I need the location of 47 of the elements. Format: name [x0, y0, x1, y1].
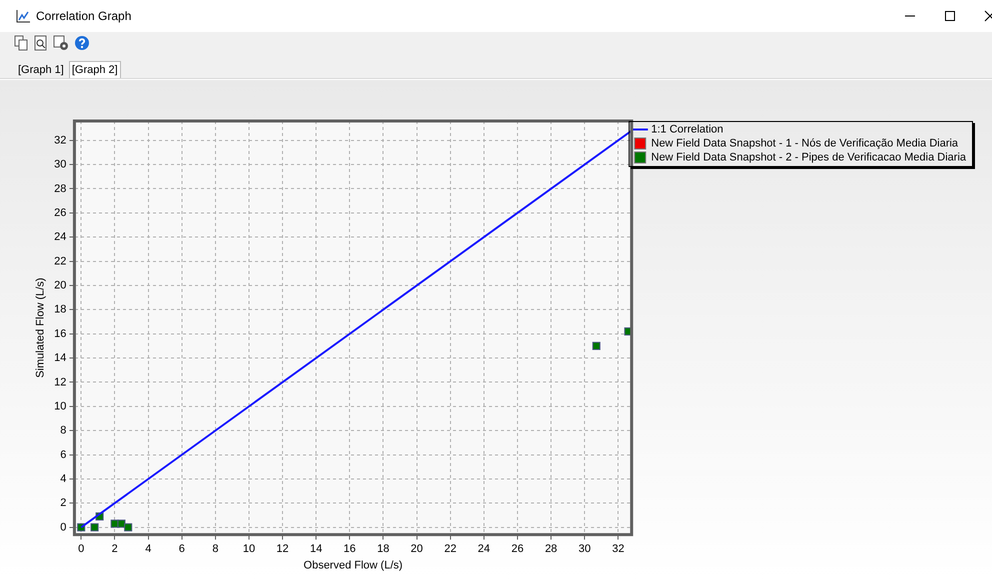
y-tick-label: 16 [54, 328, 66, 340]
x-tick-label: 24 [478, 543, 490, 556]
x-tick-label: 12 [276, 543, 289, 556]
x-tick-label: 28 [544, 543, 558, 556]
text: [Graph 1] [17, 63, 65, 78]
y-tick-label: 26 [54, 206, 66, 219]
x-tick-label: 10 [242, 543, 256, 556]
y-tick-label: 22 [54, 255, 66, 268]
legend-label: 1:1 Correlation [651, 124, 724, 136]
y-axis-title: Simulated Flow (L/s) [34, 278, 47, 378]
y-tick-label: 4 [60, 473, 66, 485]
x-tick-label: 22 [444, 543, 456, 556]
y-tick-label: 24 [54, 231, 66, 244]
point [90, 523, 99, 532]
y-tick-label: 30 [54, 158, 66, 171]
chart-title: Correlation Graph [36, 9, 132, 23]
x-tick-label: 2 [112, 543, 118, 556]
x-tick-label: 32 [612, 543, 624, 556]
x-tick-label: 8 [212, 543, 218, 556]
y-tick-label: 14 [54, 352, 66, 364]
x-axis-title: Observed Flow (L/s) [304, 559, 403, 572]
y-tick-label: 10 [54, 400, 66, 412]
point [110, 520, 119, 528]
y-tick-label: 2 [60, 497, 66, 510]
x-tick-label: 16 [344, 543, 356, 556]
x-tick-label: 26 [511, 543, 524, 556]
x-tick-label: 14 [310, 543, 322, 556]
text: [Graph 2] [68, 61, 121, 78]
y-tick-label: 12 [54, 376, 66, 388]
y-tick-label: 8 [60, 424, 66, 437]
x-tick-label: 30 [578, 543, 591, 556]
legend-label: New Field Data Snapshot - 2 - Pipes de Verificacao Media Diaria [651, 152, 967, 164]
x-tick-label: 18 [377, 543, 390, 556]
x-tick-label: 0 [78, 543, 84, 556]
legend-label: New Field Data Snapshot - 1 - Nós de Verificação Media Diaria [651, 138, 959, 150]
point [592, 342, 600, 350]
point [117, 520, 126, 528]
y-tick-label: 32 [54, 134, 66, 146]
x-tick-label: 4 [145, 543, 152, 556]
x-tick-label: 6 [178, 543, 185, 556]
x-tick-label: 20 [410, 543, 423, 556]
point [124, 523, 132, 532]
y-tick-label: 28 [54, 182, 66, 195]
y-tick-label: 18 [54, 304, 66, 316]
y-tick-label: 0 [60, 521, 66, 534]
y-tick-label: 6 [60, 448, 66, 461]
y-tick-label: 20 [54, 280, 66, 292]
